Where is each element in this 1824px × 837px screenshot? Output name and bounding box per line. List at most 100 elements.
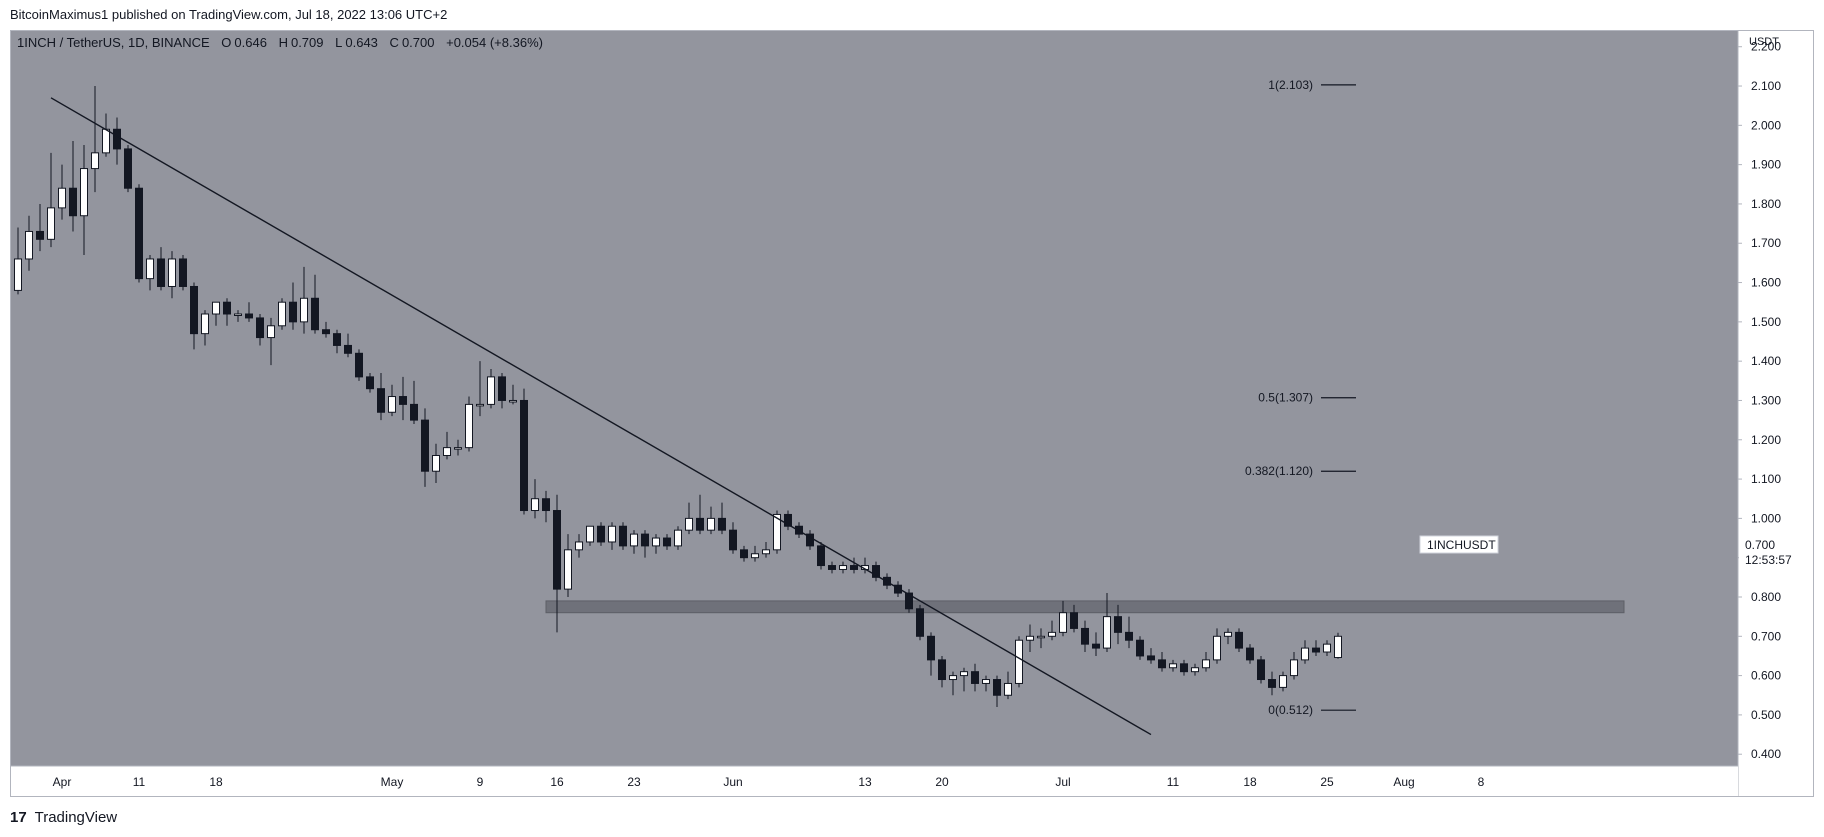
- candle[interactable]: [982, 675, 990, 692]
- candle[interactable]: [388, 384, 396, 417]
- candle[interactable]: [1015, 636, 1023, 688]
- candle[interactable]: [1048, 620, 1056, 641]
- candle[interactable]: [608, 522, 616, 550]
- candle[interactable]: [784, 510, 792, 531]
- candle[interactable]: [630, 530, 638, 554]
- candle[interactable]: [531, 479, 539, 519]
- candle[interactable]: [1004, 671, 1012, 700]
- candle[interactable]: [333, 329, 341, 354]
- candle[interactable]: [113, 117, 121, 165]
- resistance-zone[interactable]: [545, 600, 1625, 614]
- candle[interactable]: [245, 302, 253, 322]
- candle[interactable]: [421, 408, 429, 487]
- candle[interactable]: [685, 502, 693, 535]
- candle[interactable]: [454, 439, 462, 456]
- candle[interactable]: [1268, 671, 1276, 696]
- candle[interactable]: [1279, 671, 1287, 692]
- candle[interactable]: [36, 203, 44, 252]
- candle[interactable]: [520, 388, 528, 515]
- candle[interactable]: [344, 333, 352, 358]
- candle[interactable]: [509, 384, 517, 405]
- candle[interactable]: [641, 530, 649, 558]
- candle[interactable]: [575, 534, 583, 558]
- candle[interactable]: [564, 534, 572, 597]
- candle[interactable]: [212, 301, 220, 326]
- candle[interactable]: [355, 349, 363, 381]
- candle[interactable]: [432, 443, 440, 484]
- candle[interactable]: [300, 266, 308, 334]
- candle[interactable]: [498, 372, 506, 409]
- candle[interactable]: [817, 541, 825, 570]
- candle[interactable]: [718, 502, 726, 535]
- candle[interactable]: [597, 522, 605, 546]
- candle[interactable]: [1290, 652, 1298, 680]
- candle[interactable]: [80, 144, 88, 256]
- candle[interactable]: [1158, 652, 1166, 672]
- candle[interactable]: [168, 251, 176, 299]
- candle[interactable]: [366, 372, 374, 393]
- candle[interactable]: [1180, 659, 1188, 676]
- candle[interactable]: [1312, 640, 1320, 656]
- candle[interactable]: [751, 545, 759, 562]
- candle[interactable]: [201, 310, 209, 346]
- candle[interactable]: [1191, 663, 1199, 676]
- candle[interactable]: [190, 282, 198, 350]
- candle[interactable]: [1213, 628, 1221, 664]
- candle[interactable]: [1246, 644, 1254, 664]
- candle[interactable]: [1114, 604, 1122, 645]
- candle[interactable]: [1301, 640, 1309, 664]
- candle[interactable]: [674, 526, 682, 550]
- candle[interactable]: [740, 545, 748, 562]
- candle[interactable]: [663, 534, 671, 550]
- candle[interactable]: [135, 184, 143, 283]
- candle[interactable]: [1037, 628, 1045, 649]
- price-chart[interactable]: 1(2.103) 0.5(1.307) 0.382(1.120) 0(0.512) 2…: [11, 31, 1813, 796]
- candle[interactable]: [553, 494, 561, 633]
- candle[interactable]: [762, 541, 770, 558]
- candle[interactable]: [916, 604, 924, 641]
- candle[interactable]: [938, 655, 946, 688]
- candle[interactable]: [58, 164, 66, 220]
- candle[interactable]: [1334, 632, 1342, 659]
- candle[interactable]: [476, 361, 484, 417]
- candle[interactable]: [124, 144, 132, 193]
- candle[interactable]: [1070, 604, 1078, 633]
- candle[interactable]: [1147, 648, 1155, 664]
- candle[interactable]: [707, 506, 715, 535]
- candle[interactable]: [146, 255, 154, 291]
- candle[interactable]: [993, 675, 1001, 708]
- candle[interactable]: [872, 561, 880, 582]
- candle[interactable]: [278, 298, 286, 330]
- candle[interactable]: [1103, 593, 1111, 653]
- time-axis[interactable]: [11, 766, 1738, 796]
- candle[interactable]: [377, 372, 385, 421]
- candle[interactable]: [179, 255, 187, 291]
- candle[interactable]: [487, 369, 495, 409]
- candle[interactable]: [828, 561, 836, 574]
- candle[interactable]: [949, 671, 957, 696]
- candle[interactable]: [289, 282, 297, 330]
- price-axis[interactable]: [1738, 31, 1813, 796]
- candle[interactable]: [69, 141, 77, 232]
- candle[interactable]: [91, 86, 99, 193]
- candle[interactable]: [1224, 628, 1232, 645]
- candle[interactable]: [234, 310, 242, 322]
- candle[interactable]: [1026, 624, 1034, 653]
- candle[interactable]: [971, 663, 979, 692]
- candle[interactable]: [1323, 640, 1331, 656]
- candle[interactable]: [1257, 655, 1265, 684]
- candle[interactable]: [443, 431, 451, 460]
- candle[interactable]: [729, 522, 737, 554]
- candle[interactable]: [322, 321, 330, 338]
- candle[interactable]: [894, 581, 902, 597]
- candle[interactable]: [1092, 632, 1100, 656]
- descending-trendline[interactable]: [50, 97, 1152, 736]
- candle[interactable]: [1235, 628, 1243, 653]
- candle[interactable]: [542, 490, 550, 523]
- candle[interactable]: [1059, 600, 1067, 637]
- candle[interactable]: [839, 561, 847, 574]
- candle[interactable]: [25, 215, 33, 271]
- candle[interactable]: [1081, 620, 1089, 653]
- candle[interactable]: [399, 376, 407, 421]
- candle[interactable]: [652, 534, 660, 554]
